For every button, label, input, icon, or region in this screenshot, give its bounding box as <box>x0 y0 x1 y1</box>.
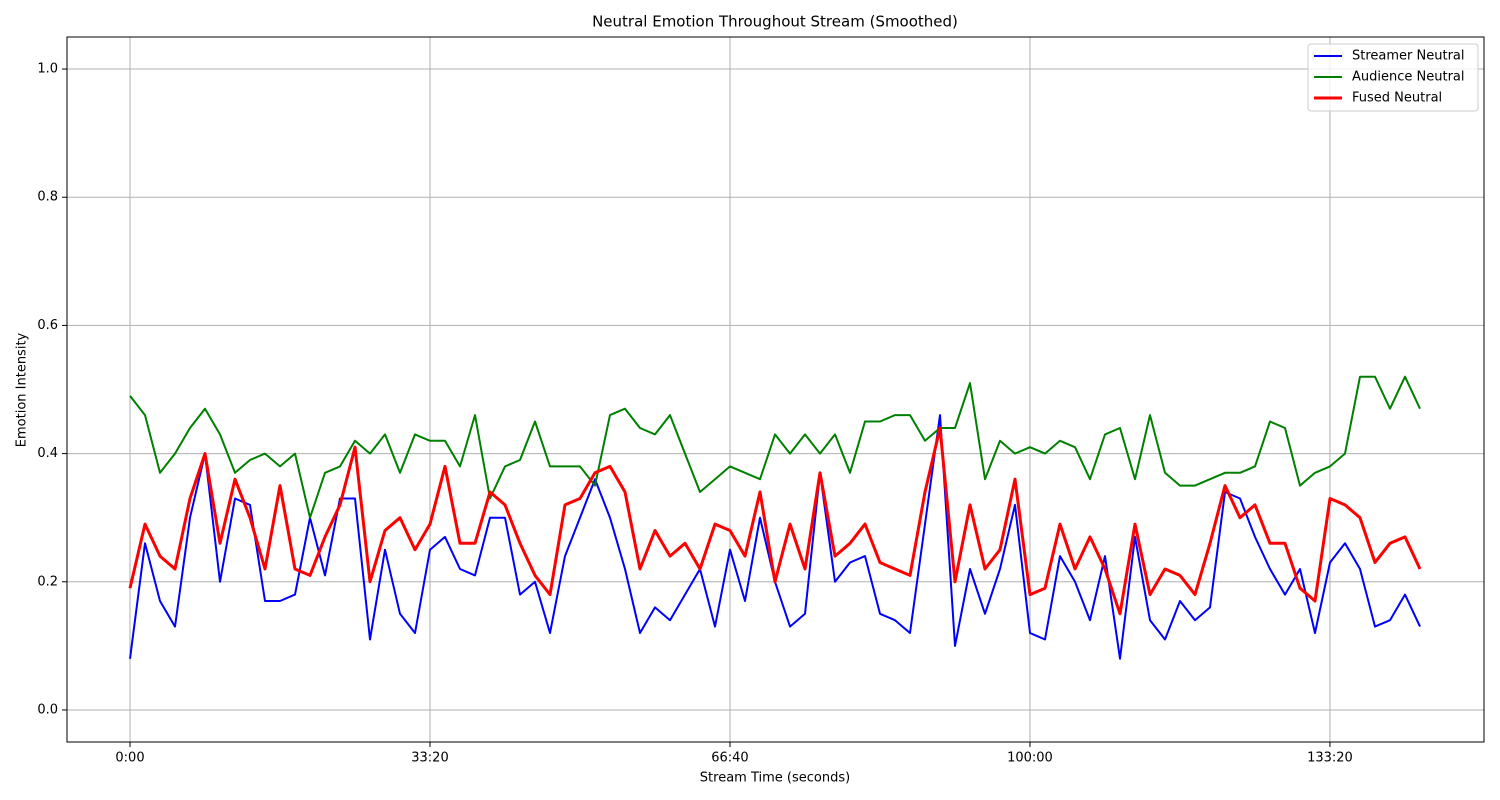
y-tick-label: 0.0 <box>37 702 58 717</box>
x-tick-label: 133:20 <box>1307 751 1353 766</box>
y-tick-label: 0.6 <box>37 318 58 333</box>
chart-title: Neutral Emotion Throughout Stream (Smoot… <box>592 13 958 31</box>
legend-label: Fused Neutral <box>1352 91 1442 106</box>
legend-box <box>1307 43 1479 112</box>
line-series <box>128 426 1422 616</box>
y-tick-label: 0.2 <box>37 574 58 589</box>
y-tick-label: 0.4 <box>37 446 58 461</box>
plot-frame <box>66 36 1485 743</box>
legend-label: Streamer Neutral <box>1352 49 1465 64</box>
x-tick-label: 66:40 <box>711 751 748 766</box>
y-tick-label: 0.8 <box>37 190 58 205</box>
x-tick-label: 100:00 <box>1007 751 1053 766</box>
legend-label: Audience Neutral <box>1352 70 1465 85</box>
x-tick-label: 33:20 <box>411 751 448 766</box>
legend: Streamer Neutral Audience Neutral Fused Ne… <box>1307 43 1479 112</box>
x-tick-label: 0:00 <box>115 751 144 766</box>
x-axis-label: Stream Time (seconds) <box>700 771 850 786</box>
y-tick-label: 1.0 <box>37 62 58 77</box>
y-axis-label: Emotion Intensity <box>15 332 30 447</box>
line-series <box>129 375 1421 519</box>
